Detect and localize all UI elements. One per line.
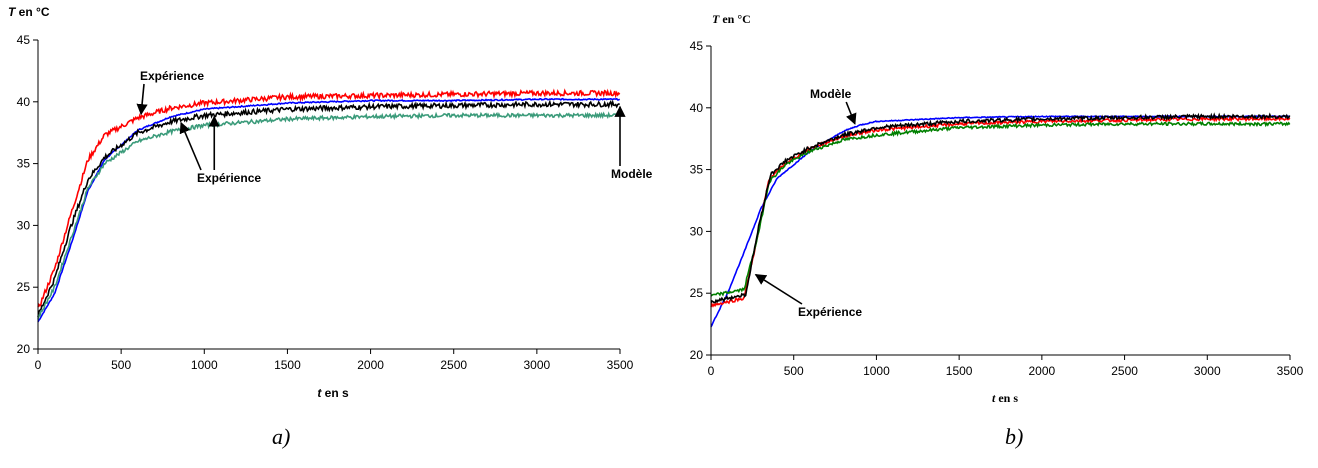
chart-a: 20 25 30 35 40 45 0 500 1000 1500 2000 2500 3000 3500… bbox=[8, 5, 653, 400]
y-tick-label: 30 bbox=[690, 224, 704, 238]
x-tick-label: 1500 bbox=[946, 364, 973, 378]
y-tick-label: 35 bbox=[17, 157, 31, 171]
y-tick-label: 20 bbox=[690, 348, 704, 362]
y-tick-label: 35 bbox=[690, 163, 704, 177]
x-tick-label: 500 bbox=[111, 358, 131, 372]
x-axis-label: t en s bbox=[992, 391, 1018, 405]
caption-b: b) bbox=[1005, 424, 1024, 449]
y-axis-label: T en °C bbox=[8, 5, 50, 19]
annotation-label: Modèle bbox=[810, 87, 852, 101]
x-tick-label: 2000 bbox=[1029, 364, 1056, 378]
x-tick-label: 1000 bbox=[191, 358, 218, 372]
series-line-2 bbox=[37, 88, 621, 308]
annotation-label: Expérience bbox=[798, 305, 862, 319]
series-line-3 bbox=[37, 99, 620, 318]
x-tick-label: 3000 bbox=[524, 358, 551, 372]
series-line-3 bbox=[710, 120, 1291, 297]
y-tick-label: 25 bbox=[690, 286, 704, 300]
x-tick-label: 1000 bbox=[863, 364, 890, 378]
series-line-4 bbox=[710, 112, 1291, 304]
annotation-arrow bbox=[179, 121, 202, 171]
y-axis-label: T en °C bbox=[712, 12, 751, 26]
x-tick-label: 2500 bbox=[1111, 364, 1138, 378]
y-tick-label: 40 bbox=[690, 101, 704, 115]
annotation-label: Expérience bbox=[197, 171, 261, 185]
x-tick-label: 2000 bbox=[357, 358, 384, 372]
x-tick-label: 3000 bbox=[1194, 364, 1221, 378]
annotation-arrow bbox=[136, 83, 148, 116]
x-tick-label: 0 bbox=[35, 358, 42, 372]
x-tick-label: 500 bbox=[784, 364, 804, 378]
y-tick-label: 20 bbox=[17, 342, 31, 356]
y-tick-label: 30 bbox=[17, 218, 31, 232]
x-tick-label: 2500 bbox=[440, 358, 467, 372]
x-tick-label: 3500 bbox=[607, 358, 634, 372]
x-tick-label: 1500 bbox=[274, 358, 301, 372]
x-tick-label: 0 bbox=[708, 364, 715, 378]
series-line-1 bbox=[37, 97, 621, 323]
y-tick-label: 45 bbox=[690, 39, 704, 53]
annotation-arrow bbox=[754, 273, 803, 305]
series-line-2 bbox=[710, 115, 1291, 308]
y-tick-label: 45 bbox=[17, 33, 31, 47]
caption-a: a) bbox=[272, 424, 291, 449]
annotation-arrow bbox=[845, 101, 857, 125]
annotation-label: Modèle bbox=[611, 167, 653, 181]
x-axis-label: t en s bbox=[317, 386, 349, 400]
series-line-1 bbox=[710, 114, 1290, 328]
x-tick-label: 3500 bbox=[1277, 364, 1304, 378]
y-tick-label: 40 bbox=[17, 95, 31, 109]
y-tick-label: 25 bbox=[17, 280, 31, 294]
series-line-4 bbox=[37, 111, 620, 320]
chart-b: 20 25 30 35 40 45 0 500 1000 1500 2000 2500 3000 3500… bbox=[690, 12, 1304, 405]
annotation-label: Expérience bbox=[140, 69, 204, 83]
